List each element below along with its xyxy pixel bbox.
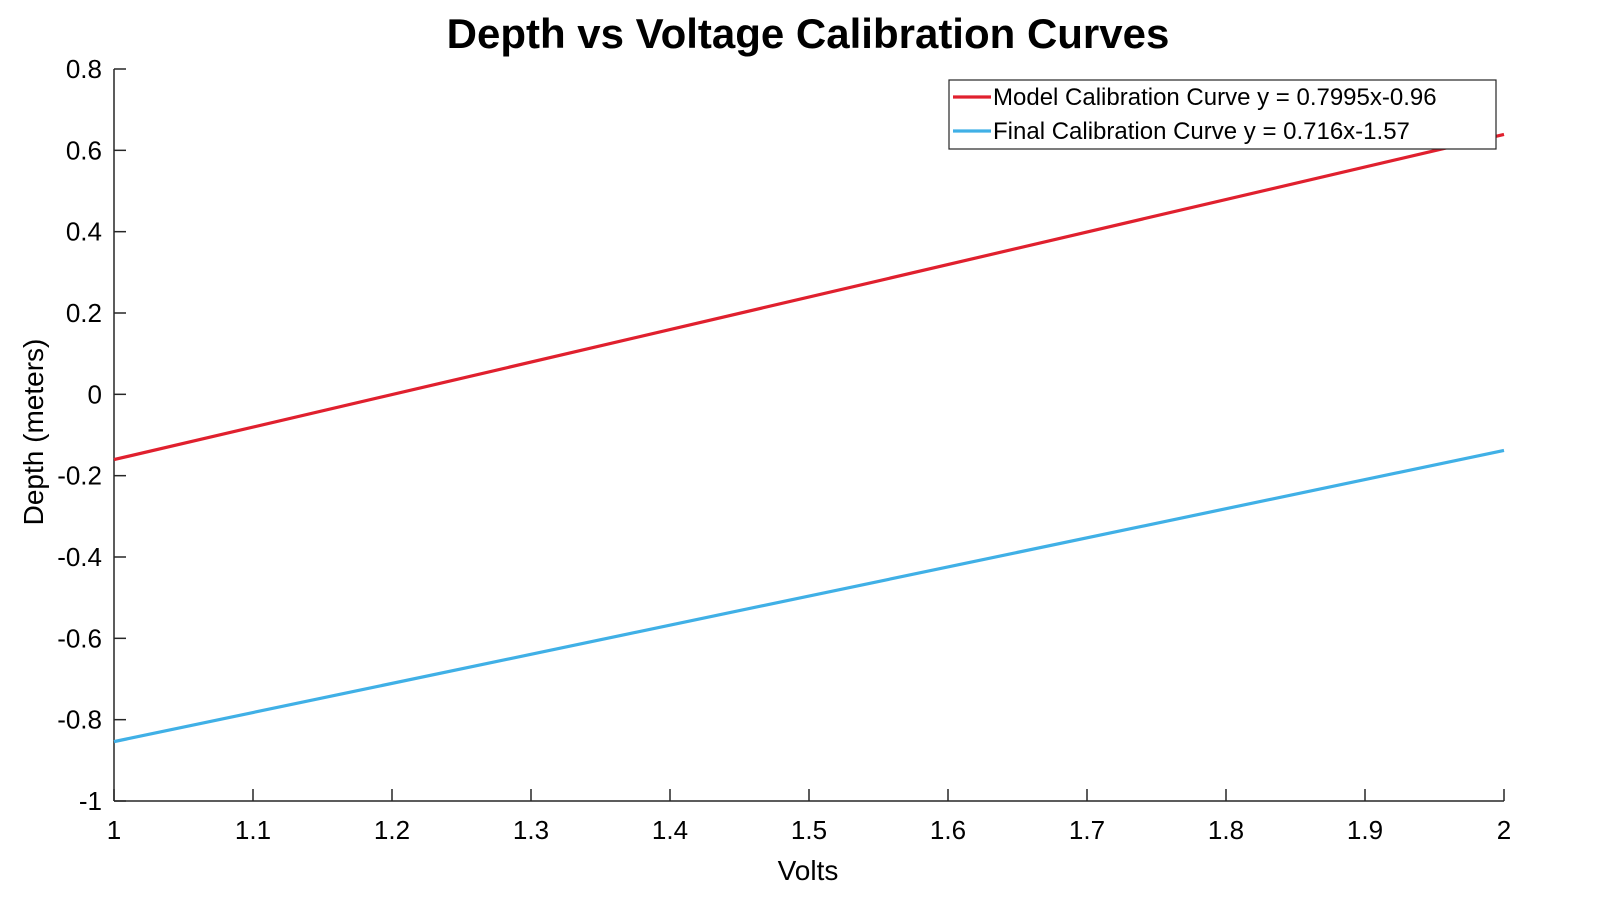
series-line-1 <box>113 132 1505 462</box>
x-tick-label: 1.1 <box>235 815 271 845</box>
x-tick-label: 1.3 <box>513 815 549 845</box>
y-tick-label: 0.4 <box>66 217 102 247</box>
x-tick-label: 1.7 <box>1069 815 1105 845</box>
legend-label-1: Model Calibration Curve y = 0.7995x-0.96 <box>993 84 1437 111</box>
x-tick-label: 1.6 <box>930 815 966 845</box>
y-tick-label: 0.8 <box>66 54 102 84</box>
x-tick-label: 1.5 <box>791 815 827 845</box>
legend-items: Model Calibration Curve y = 0.7995x-0.96… <box>953 84 1437 145</box>
y-tick-label: -0.6 <box>57 623 102 653</box>
y-tick-label: -0.8 <box>57 705 102 735</box>
y-axis-ticks: 0.8 0.6 0.4 0.2 0 -0.2 -0.4 -0.6 -0.8 -1 <box>57 54 126 816</box>
legend-box <box>948 79 1497 150</box>
chart-title: Depth vs Voltage Calibration Curves <box>447 10 1170 57</box>
y-tick-label: 0.2 <box>66 298 102 328</box>
axes <box>113 69 1504 802</box>
x-tick-label: 1 <box>107 815 121 845</box>
x-axis-ticks: 1 1.1 1.2 1.3 1.4 1.5 1.6 1.7 1.8 1.9 2 <box>107 789 1511 845</box>
x-tick-label: 1.4 <box>652 815 688 845</box>
y-tick-label: 0.6 <box>66 135 102 165</box>
x-tick-label: 2 <box>1497 815 1511 845</box>
y-axis-label: Depth (meters) <box>18 339 49 526</box>
x-tick-label: 1.2 <box>374 815 410 845</box>
y-tick-label: 0 <box>88 379 102 409</box>
series-lines <box>113 132 1505 744</box>
x-tick-label: 1.8 <box>1208 815 1244 845</box>
series-line-2 <box>113 448 1505 744</box>
y-tick-label: -1 <box>79 786 102 816</box>
y-tick-label: -0.4 <box>57 542 102 572</box>
legend: Model Calibration Curve y = 0.7995x-0.96… <box>948 79 1497 150</box>
y-tick-label: -0.2 <box>57 461 102 491</box>
x-tick-label: 1.9 <box>1347 815 1383 845</box>
x-axis-label: Volts <box>778 855 839 886</box>
legend-label-2: Final Calibration Curve y = 0.716x-1.57 <box>993 118 1410 145</box>
